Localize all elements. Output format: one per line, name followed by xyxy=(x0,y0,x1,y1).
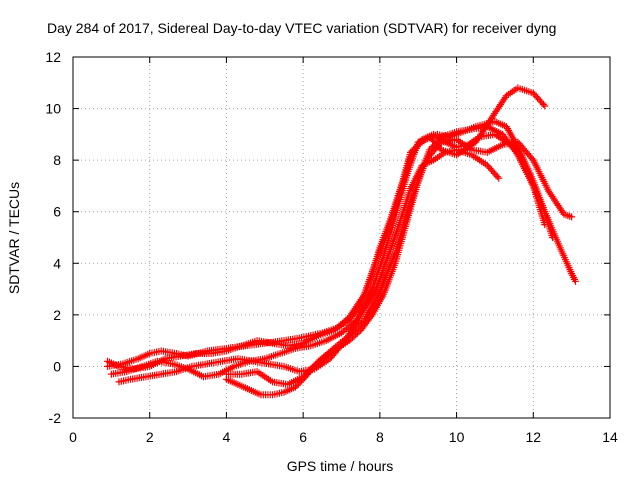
data-point xyxy=(541,102,549,110)
y-tick-label: 12 xyxy=(45,49,61,65)
data-point xyxy=(302,370,310,378)
data-point xyxy=(307,365,315,373)
x-axis-label: GPS time / hours xyxy=(287,458,394,474)
data-point xyxy=(513,149,521,157)
y-axis-label: SDTVAR / TECUs xyxy=(6,182,22,294)
series-track-6 xyxy=(222,136,576,388)
data-point xyxy=(292,383,299,391)
data-point xyxy=(313,359,321,367)
data-point xyxy=(295,380,302,388)
data-point xyxy=(347,330,355,338)
data-point xyxy=(344,333,351,341)
data-point xyxy=(308,364,316,371)
x-tick-label: 6 xyxy=(299,429,307,445)
data-point xyxy=(493,173,501,181)
y-tick-label: 6 xyxy=(53,204,61,220)
data-point xyxy=(528,155,536,162)
x-tick-label: 0 xyxy=(69,429,77,445)
data-point xyxy=(351,325,359,333)
data-point xyxy=(541,221,549,229)
data-point xyxy=(305,367,313,375)
data-point xyxy=(293,382,301,389)
data-point xyxy=(436,140,444,148)
series-track-2 xyxy=(104,130,549,373)
data-point xyxy=(304,368,312,376)
plot-frame xyxy=(72,56,611,419)
data-point xyxy=(353,324,361,332)
series-track-3 xyxy=(107,84,549,381)
data-point xyxy=(354,322,362,330)
chart-title: Day 284 of 2017, Sidereal Day-to-day VTE… xyxy=(47,20,556,36)
grid xyxy=(73,57,610,418)
data-point xyxy=(350,327,358,335)
data-point xyxy=(357,319,365,327)
x-tick-label: 2 xyxy=(146,429,154,445)
y-tick-label: 8 xyxy=(53,152,61,168)
axis-ticks: 0 2 4 6 8 10 12 14 -2 0 2 4 6 8 10 12 xyxy=(45,49,618,445)
x-tick-label: 12 xyxy=(525,429,541,445)
y-tick-label: 0 xyxy=(53,358,61,374)
data-points xyxy=(104,84,579,399)
data-point xyxy=(310,362,318,370)
y-tick-label: 4 xyxy=(53,255,61,271)
x-tick-label: 4 xyxy=(223,429,231,445)
data-point xyxy=(301,371,309,379)
data-point xyxy=(348,328,356,336)
data-point xyxy=(539,100,547,108)
x-tick-label: 8 xyxy=(376,429,384,445)
data-point xyxy=(568,213,576,221)
data-point xyxy=(345,332,353,339)
data-point xyxy=(311,360,319,368)
y-tick-label: 2 xyxy=(53,307,61,323)
x-tick-label: 10 xyxy=(449,429,465,445)
x-tick-label: 14 xyxy=(602,429,618,445)
y-tick-label: 10 xyxy=(45,101,61,117)
series-track-5 xyxy=(222,123,579,399)
y-tick-label: -2 xyxy=(49,410,62,426)
data-point xyxy=(571,277,579,285)
data-point xyxy=(495,174,503,182)
data-point xyxy=(299,373,307,381)
data-point xyxy=(356,321,364,329)
